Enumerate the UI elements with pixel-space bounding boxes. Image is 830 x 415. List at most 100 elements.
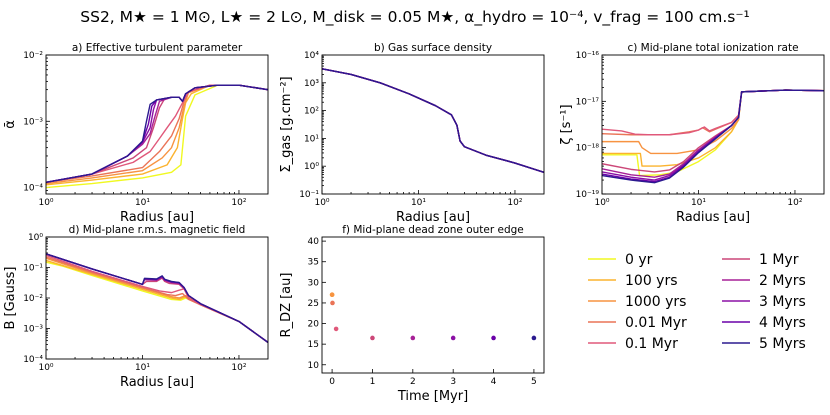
legend-entry: 100 yrs — [588, 273, 678, 289]
legend-label: 0.01 Myr — [625, 315, 687, 331]
legend-entry: 2 Myrs — [722, 273, 806, 289]
y-tick-label: 10⁻² — [23, 51, 43, 61]
panel-a: a) Effective turbulent parameter 10⁰ 10¹ 10… — [3, 42, 269, 225]
legend-label: 0 yr — [625, 252, 653, 268]
series-line-5-myrs — [46, 253, 268, 343]
panel-f-data — [329, 292, 537, 341]
panel-d: d) Mid-plane r.m.s. magnetic field 10⁰ 10¹… — [3, 224, 269, 390]
series-line-4-myrs — [322, 68, 544, 174]
panel-c-ylabel: ζ [s⁻¹] — [559, 104, 574, 144]
panel-f-frame — [321, 236, 545, 374]
y-tick-label: 30 — [308, 278, 320, 288]
legend-label: 3 Myrs — [759, 294, 806, 310]
panel-f: f) Mid-plane dead zone outer edge 0 1 2 3 4 5 1… — [279, 224, 545, 404]
series-line-4-myrs — [602, 89, 824, 183]
y-tick-label: 10⁻³ — [23, 325, 43, 335]
legend-label: 100 yrs — [625, 273, 678, 289]
panel-a-ylabel: ᾱ — [3, 120, 18, 129]
y-tick-label: 10⁻¹ — [23, 264, 43, 274]
legend-entry: 0.1 Myr — [588, 336, 678, 352]
legend-entry: 5 Myrs — [722, 336, 806, 352]
y-tick-label: 10⁻¹⁷ — [576, 97, 600, 107]
panel-d-frame — [45, 236, 269, 360]
series-line-100-yrs — [46, 259, 268, 343]
data-point-5-myrs — [531, 335, 537, 341]
y-tick-label: 10⁻⁴ — [23, 355, 43, 365]
y-tick-label: 10³ — [304, 79, 319, 89]
panel-d-xlabel: Radius [au] — [120, 375, 194, 390]
y-tick-label: 10¹ — [304, 134, 319, 144]
legend-entry: 0.01 Myr — [588, 315, 687, 331]
series-line-5-myrs — [322, 68, 544, 174]
x-tick-label: 10⁰ — [314, 198, 329, 208]
x-tick-label: 10² — [231, 198, 246, 208]
legend-label: 5 Myrs — [759, 336, 806, 352]
panel-d-title: d) Mid-plane r.m.s. magnetic field — [69, 224, 246, 236]
panel-f-xlabel: Time [Myr] — [397, 389, 468, 404]
panel-a-data — [46, 84, 268, 189]
panel-b-xlabel: Radius [au] — [396, 210, 470, 225]
panel-d-data — [46, 253, 268, 343]
data-point-3-myrs — [450, 335, 456, 341]
y-tick-label: 10⁴ — [304, 51, 319, 61]
series-line-0-1-myr — [322, 68, 544, 174]
x-tick-label: 10⁰ — [38, 198, 53, 208]
y-tick-label: 10 — [308, 361, 320, 371]
y-tick-label: 10⁻¹⁶ — [576, 51, 600, 61]
y-tick-label: 10⁰ — [28, 233, 43, 243]
data-point-0-01-myr — [330, 300, 335, 306]
y-tick-label: 10⁰ — [304, 162, 319, 172]
panel-b-frame — [321, 54, 545, 195]
series-line-1000-yrs — [322, 68, 544, 174]
legend-label: 4 Myrs — [759, 315, 806, 331]
series-line-3-myrs — [322, 68, 544, 174]
x-tick-label: 0 — [329, 377, 335, 387]
x-tick-label: 3 — [450, 377, 456, 387]
x-tick-label: 10¹ — [135, 363, 150, 373]
legend-entry: 1 Myr — [722, 252, 799, 268]
panel-f-ylabel: R_DZ [au] — [279, 273, 294, 338]
panel-c-xlabel: Radius [au] — [676, 210, 750, 225]
data-point-1000-yrs — [329, 292, 335, 297]
x-tick-label: 5 — [531, 377, 537, 387]
figure-title: SS2, M★ = 1 M⊙, L★ = 2 L⊙, M_disk = 0.05… — [80, 8, 749, 27]
legend-label: 1 Myr — [759, 252, 799, 268]
x-tick-label: 10¹ — [691, 198, 706, 208]
series-line-1000-yrs — [602, 89, 824, 155]
series-line-1-myr — [322, 68, 544, 174]
x-tick-label: 10⁰ — [38, 363, 53, 373]
legend-label: 1000 yrs — [625, 294, 686, 310]
panel-c: c) Mid-plane total ionization rate 10⁰ 10¹… — [559, 42, 825, 225]
y-tick-label: 10⁻⁴ — [23, 184, 43, 194]
legend-entry: 3 Myrs — [722, 294, 806, 310]
legend-entry: 1000 yrs — [588, 294, 686, 310]
legend-label: 2 Myrs — [759, 273, 806, 289]
y-tick-label: 10⁻¹⁸ — [576, 144, 600, 154]
panel-b-ylabel: Σ_gas [g.cm⁻²] — [279, 76, 294, 172]
data-point-4-myrs — [491, 335, 496, 341]
y-tick-label: 10⁻¹⁹ — [576, 190, 600, 200]
x-tick-label: 10¹ — [411, 198, 426, 208]
series-line-0-yr — [602, 89, 824, 177]
x-tick-label: 10⁰ — [594, 198, 609, 208]
panel-c-frame — [601, 54, 825, 195]
legend-entry: 0 yr — [588, 252, 653, 268]
x-tick-label: 2 — [410, 377, 416, 387]
panel-a-frame — [45, 54, 269, 195]
y-tick-label: 40 — [308, 237, 320, 247]
x-tick-label: 10² — [507, 198, 522, 208]
data-point-1-myr — [370, 335, 375, 341]
series-line-0-yr — [46, 261, 268, 343]
x-tick-label: 10¹ — [135, 198, 150, 208]
y-tick-label: 10⁻¹ — [299, 190, 319, 200]
legend-label: 0.1 Myr — [625, 336, 678, 352]
panel-a-title: a) Effective turbulent parameter — [72, 42, 243, 54]
series-line-100-yrs — [322, 68, 544, 174]
y-tick-label: 10² — [304, 107, 319, 117]
legend-entry: 4 Myrs — [722, 315, 806, 331]
x-tick-label: 4 — [491, 377, 497, 387]
panel-c-data — [602, 89, 824, 184]
legend: 0 yr 100 yrs 1000 yrs 0.01 Myr 0.1 Myr 1 Myr 2… — [588, 252, 806, 352]
y-tick-label: 35 — [308, 258, 319, 268]
series-line-0-yr — [322, 68, 544, 174]
